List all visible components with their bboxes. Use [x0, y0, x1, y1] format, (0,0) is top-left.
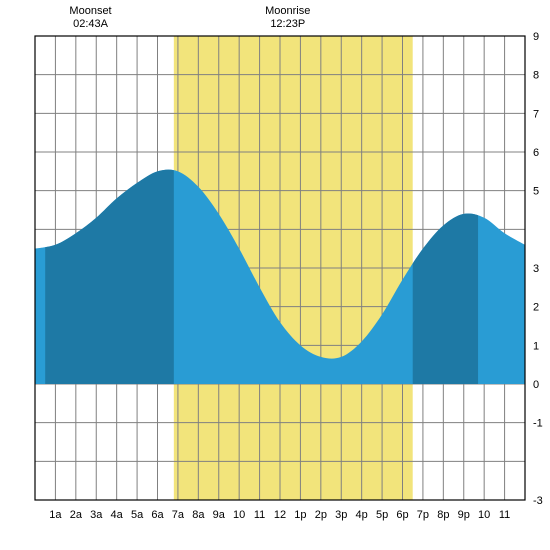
chart-svg: 1a2a3a4a5a6a7a8a9a1011121p2p3p4p5p6p7p8p… — [0, 0, 550, 550]
x-tick-label: 12 — [274, 509, 286, 521]
x-tick-label: 1p — [294, 509, 306, 521]
x-tick-label: 9a — [213, 509, 226, 521]
tide-chart: 1a2a3a4a5a6a7a8a9a1011121p2p3p4p5p6p7p8p… — [0, 0, 550, 550]
x-tick-label: 3a — [90, 509, 103, 521]
x-tick-label: 11 — [254, 509, 265, 521]
y-tick-label: 5 — [533, 186, 539, 198]
x-tick-label: 8a — [192, 509, 205, 521]
annotation-title: Moonset — [69, 5, 111, 17]
x-tick-label: 9p — [458, 509, 470, 521]
y-tick-label: 1 — [533, 340, 539, 352]
x-tick-label: 4a — [111, 509, 124, 521]
y-tick-label: -3 — [533, 495, 543, 507]
x-tick-label: 5p — [376, 509, 388, 521]
y-tick-label: 3 — [533, 263, 539, 275]
x-tick-label: 4p — [356, 509, 368, 521]
x-tick-label: 6p — [396, 509, 408, 521]
x-tick-label: 8p — [437, 509, 449, 521]
annotation-title: Moonrise — [265, 5, 310, 17]
x-tick-label: 10 — [478, 509, 490, 521]
y-tick-label: 6 — [533, 147, 539, 159]
annotation-value: 12:23P — [270, 18, 305, 30]
x-tick-label: 11 — [499, 509, 510, 521]
x-tick-label: 7p — [417, 509, 429, 521]
y-tick-label: 0 — [533, 379, 539, 391]
x-tick-label: 5a — [131, 509, 144, 521]
x-tick-label: 2p — [315, 509, 327, 521]
x-tick-label: 7a — [172, 509, 185, 521]
x-tick-label: 6a — [151, 509, 164, 521]
x-tick-label: 3p — [335, 509, 347, 521]
x-tick-label: 1a — [49, 509, 62, 521]
x-tick-label: 2a — [70, 509, 83, 521]
y-tick-label: -1 — [533, 418, 543, 430]
annotation-value: 02:43A — [73, 18, 109, 30]
y-tick-label: 7 — [533, 108, 539, 120]
x-tick-label: 10 — [233, 509, 245, 521]
y-tick-label: 8 — [533, 70, 539, 82]
y-tick-label: 2 — [533, 302, 539, 314]
y-tick-label: 9 — [533, 31, 539, 43]
